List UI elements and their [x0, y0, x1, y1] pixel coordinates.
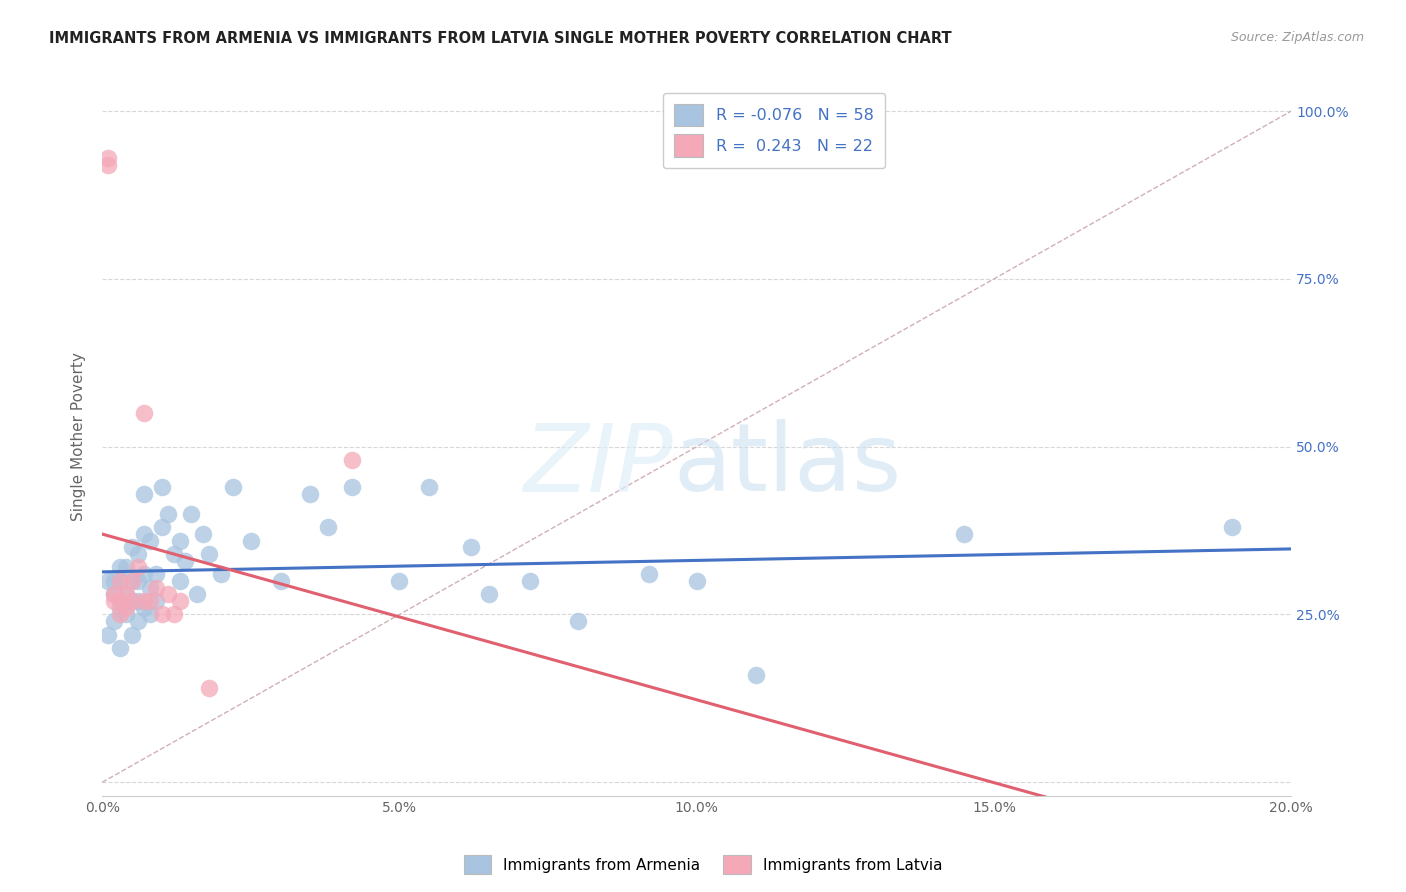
Point	[103, 614, 125, 628]
Point	[169, 574, 191, 588]
Point	[108, 640, 131, 655]
Point	[139, 607, 162, 622]
Point	[121, 627, 143, 641]
Point	[209, 567, 232, 582]
Point	[222, 480, 245, 494]
Point	[150, 480, 173, 494]
Point	[121, 574, 143, 588]
Point	[103, 594, 125, 608]
Point	[186, 587, 208, 601]
Point	[145, 594, 167, 608]
Legend: R = -0.076   N = 58, R =  0.243   N = 22: R = -0.076 N = 58, R = 0.243 N = 22	[664, 93, 884, 169]
Point	[139, 594, 162, 608]
Point	[156, 507, 179, 521]
Point	[686, 574, 709, 588]
Point	[108, 607, 131, 622]
Point	[127, 614, 149, 628]
Point	[132, 406, 155, 420]
Point	[127, 547, 149, 561]
Point	[478, 587, 501, 601]
Point	[103, 574, 125, 588]
Point	[1220, 520, 1243, 534]
Point	[127, 594, 149, 608]
Point	[127, 560, 149, 574]
Point	[115, 560, 138, 574]
Point	[108, 574, 131, 588]
Point	[418, 480, 440, 494]
Point	[638, 567, 661, 582]
Text: IMMIGRANTS FROM ARMENIA VS IMMIGRANTS FROM LATVIA SINGLE MOTHER POVERTY CORRELAT: IMMIGRANTS FROM ARMENIA VS IMMIGRANTS FR…	[49, 31, 952, 46]
Point	[97, 158, 120, 172]
Point	[162, 547, 184, 561]
Point	[108, 560, 131, 574]
Point	[97, 574, 120, 588]
Point	[139, 581, 162, 595]
Point	[198, 547, 221, 561]
Point	[340, 480, 363, 494]
Point	[121, 574, 143, 588]
Point	[115, 587, 138, 601]
Point	[103, 587, 125, 601]
Point	[139, 533, 162, 548]
Point	[115, 600, 138, 615]
Point	[388, 574, 411, 588]
Point	[745, 668, 768, 682]
Text: ZIP: ZIP	[523, 420, 673, 511]
Point	[115, 587, 138, 601]
Point	[97, 151, 120, 165]
Point	[519, 574, 541, 588]
Point	[299, 486, 322, 500]
Point	[169, 533, 191, 548]
Point	[162, 607, 184, 622]
Point	[193, 527, 215, 541]
Point	[460, 541, 482, 555]
Y-axis label: Single Mother Poverty: Single Mother Poverty	[72, 352, 86, 521]
Point	[169, 594, 191, 608]
Point	[198, 681, 221, 696]
Point	[150, 520, 173, 534]
Point	[132, 486, 155, 500]
Point	[108, 600, 131, 615]
Text: Source: ZipAtlas.com: Source: ZipAtlas.com	[1230, 31, 1364, 45]
Point	[156, 587, 179, 601]
Point	[174, 554, 197, 568]
Point	[115, 607, 138, 622]
Point	[180, 507, 202, 521]
Point	[145, 567, 167, 582]
Point	[121, 594, 143, 608]
Point	[953, 527, 976, 541]
Point	[108, 574, 131, 588]
Point	[239, 533, 262, 548]
Point	[145, 581, 167, 595]
Point	[132, 567, 155, 582]
Point	[103, 587, 125, 601]
Point	[132, 594, 155, 608]
Point	[121, 594, 143, 608]
Legend: Immigrants from Armenia, Immigrants from Latvia: Immigrants from Armenia, Immigrants from…	[457, 849, 949, 880]
Point	[132, 527, 155, 541]
Text: atlas: atlas	[673, 419, 901, 511]
Point	[567, 614, 589, 628]
Point	[127, 574, 149, 588]
Point	[316, 520, 339, 534]
Point	[150, 607, 173, 622]
Point	[108, 594, 131, 608]
Point	[121, 541, 143, 555]
Point	[97, 627, 120, 641]
Point	[270, 574, 292, 588]
Point	[340, 453, 363, 467]
Point	[132, 600, 155, 615]
